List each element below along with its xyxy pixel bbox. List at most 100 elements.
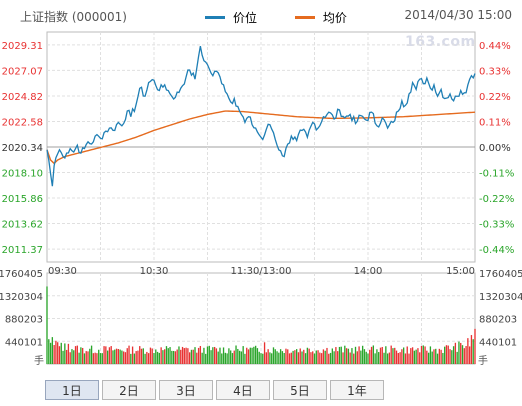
volume-bar bbox=[410, 348, 412, 364]
volume-bar bbox=[301, 351, 303, 364]
chart-datetime: 2014/04/30 15:00 bbox=[404, 8, 512, 22]
volume-bar bbox=[160, 347, 162, 364]
time-tick-label: 15:00 bbox=[446, 266, 475, 277]
volume-bar bbox=[238, 350, 241, 364]
time-tick-label: 09:30 bbox=[48, 266, 77, 277]
volume-bar bbox=[226, 353, 228, 364]
volume-bar bbox=[288, 353, 291, 364]
volume-bar bbox=[131, 346, 134, 364]
percent-tick-label: -0.22% bbox=[479, 194, 514, 205]
volume-bar bbox=[308, 348, 310, 364]
volume-bar bbox=[276, 351, 278, 364]
volume-bar bbox=[419, 352, 421, 364]
tab-4-day[interactable]: 4日 bbox=[216, 380, 270, 400]
volume-bar bbox=[98, 349, 100, 364]
volume-bar bbox=[92, 353, 95, 364]
volume-bar bbox=[174, 351, 177, 364]
volume-bar bbox=[176, 349, 178, 364]
volume-bar bbox=[395, 350, 398, 364]
volume-bar bbox=[258, 351, 260, 364]
tab-1-year[interactable]: 1年 bbox=[330, 380, 384, 400]
volume-bar bbox=[94, 352, 96, 364]
volume-bar bbox=[433, 349, 435, 364]
volume-bar bbox=[312, 351, 314, 364]
volume-bar bbox=[467, 338, 469, 364]
volume-bar bbox=[253, 346, 255, 364]
tab-1-day[interactable]: 1日 bbox=[45, 380, 99, 400]
volume-bar bbox=[296, 349, 298, 364]
volume-bar bbox=[458, 341, 460, 364]
price-tick-label: 2018.10 bbox=[2, 169, 43, 180]
volume-bar bbox=[167, 348, 169, 364]
volume-bar bbox=[128, 345, 130, 364]
volume-bar bbox=[413, 350, 416, 364]
volume-bar bbox=[74, 346, 77, 364]
volume-bar bbox=[115, 348, 118, 364]
legend-label-average: 均价 bbox=[322, 11, 347, 25]
volume-axis-left-labels: 1760405 1320304 880203 440101 bbox=[0, 269, 43, 348]
volume-bar bbox=[221, 353, 223, 364]
volume-bar bbox=[235, 345, 237, 364]
volume-bar bbox=[222, 347, 225, 364]
volume-bar bbox=[260, 353, 262, 364]
volume-bar bbox=[415, 349, 417, 364]
volume-bar bbox=[133, 353, 136, 364]
volume-bar bbox=[144, 353, 146, 364]
volume-bar bbox=[294, 350, 296, 364]
volume-bar bbox=[106, 350, 109, 364]
y-axis-price-labels: 2029.31 2027.07 2024.82 2022.58 2020.34 2018.… bbox=[2, 41, 43, 256]
x-axis-time-labels: 09:30 10:30 11:30/13:00 14:00 15:00 bbox=[48, 266, 475, 277]
tab-3-day[interactable]: 3日 bbox=[159, 380, 213, 400]
volume-bar bbox=[55, 340, 57, 364]
volume-bar bbox=[386, 353, 389, 364]
volume-bar bbox=[345, 348, 348, 364]
volume-bar bbox=[83, 353, 86, 364]
volume-bar bbox=[283, 353, 285, 364]
legend-swatch-price bbox=[205, 16, 225, 19]
volume-bar bbox=[51, 337, 54, 364]
volume-bar bbox=[80, 347, 82, 364]
volume-bar bbox=[444, 346, 446, 364]
volume-bar bbox=[156, 351, 159, 364]
volume-bar bbox=[333, 351, 335, 364]
volume-bar bbox=[342, 352, 344, 364]
price-line bbox=[46, 45, 476, 187]
volume-bar bbox=[406, 346, 408, 364]
volume-bar bbox=[67, 343, 70, 364]
tab-2-day[interactable]: 2日 bbox=[102, 380, 156, 400]
volume-bar bbox=[196, 352, 198, 364]
volume-bar bbox=[376, 349, 378, 364]
volume-bar bbox=[137, 350, 139, 364]
volume-bar bbox=[237, 348, 239, 364]
volume-bar bbox=[313, 353, 316, 364]
volume-bar bbox=[390, 345, 392, 364]
volume-bar bbox=[344, 345, 346, 364]
volume-bar bbox=[440, 349, 442, 364]
volume-bar bbox=[429, 346, 432, 364]
volume-bar bbox=[374, 353, 376, 364]
volume-bar bbox=[124, 352, 127, 364]
volume-bar bbox=[114, 349, 116, 364]
volume-bar bbox=[392, 348, 394, 364]
volume-bar bbox=[240, 351, 243, 364]
volume-bar bbox=[426, 350, 428, 364]
volume-bar bbox=[187, 348, 189, 364]
volume-bar bbox=[46, 286, 48, 364]
volume-bar bbox=[335, 347, 337, 364]
volume-bar bbox=[49, 342, 52, 364]
volume-axis-right-labels: 1760405 1320304 880203 440101 bbox=[479, 269, 522, 348]
percent-tick-label: -0.11% bbox=[479, 169, 514, 180]
volume-bar bbox=[445, 345, 448, 364]
volume-bar bbox=[401, 349, 403, 364]
volume-bar bbox=[169, 347, 171, 364]
volume-bar bbox=[461, 345, 464, 364]
volume-bar bbox=[212, 347, 214, 364]
volume-bar bbox=[279, 349, 282, 364]
tab-5-day[interactable]: 5日 bbox=[273, 380, 327, 400]
volume-bar bbox=[183, 348, 185, 364]
volume-bar bbox=[329, 352, 332, 364]
volume-tick-label-right: 880203 bbox=[479, 314, 517, 325]
volume-bar bbox=[452, 346, 455, 364]
volume-bar bbox=[354, 346, 357, 364]
volume-bar bbox=[438, 348, 440, 364]
